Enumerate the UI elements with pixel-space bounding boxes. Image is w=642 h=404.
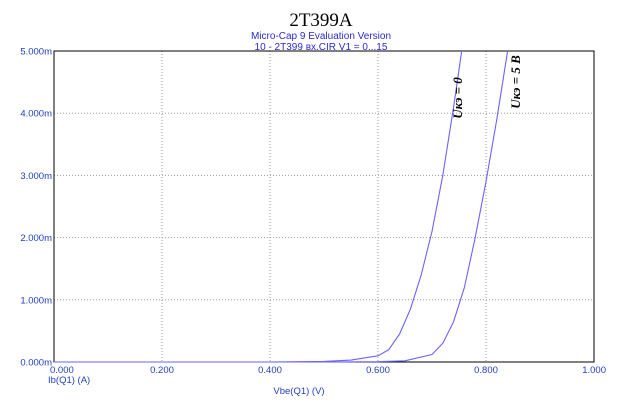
x-tick-label: 0.600 [366, 365, 390, 376]
chart-title: 2T399A [289, 10, 353, 31]
series-lines [54, 50, 509, 363]
y-tick-label: 2.000m [20, 233, 52, 244]
series-line-2 [54, 50, 509, 363]
x-tick-label: 0.400 [258, 365, 282, 376]
y-axis-label: Ib(Q1) (A) [48, 375, 90, 386]
y-tick-label: 5.000m [20, 47, 52, 58]
y-tick-label: 4.000m [20, 109, 52, 120]
y-tick-label: 0.000m [20, 358, 52, 369]
y-tick-labels: 0.000m 1.000m 2.000m 3.000m 4.000m 5.000m [20, 47, 52, 369]
grid-lines [54, 51, 594, 362]
x-tick-label: 0.800 [474, 365, 498, 376]
curve-label-uke-5: Uкэ = 5 В [508, 55, 523, 109]
x-tick-labels: 0.000 0.200 0.400 0.600 0.800 1.000 [50, 365, 606, 376]
x-tick-label: 0.000 [50, 365, 74, 376]
x-axis-label: Vbe(Q1) (V) [273, 386, 324, 397]
chart-subtitle-1: Micro-Cap 9 Evaluation Version [251, 31, 391, 42]
y-tick-label: 1.000m [20, 295, 52, 306]
series-line-1 [54, 50, 463, 363]
curve-label-uke-0: Uкэ = 0 [450, 77, 465, 119]
x-tick-label: 0.200 [150, 365, 174, 376]
chart-subtitle-2: 10 - 2T399 вх.CIR V1 = 0...15 [255, 42, 388, 53]
y-tick-label: 3.000m [20, 171, 52, 182]
x-tick-label: 1.000 [582, 365, 606, 376]
